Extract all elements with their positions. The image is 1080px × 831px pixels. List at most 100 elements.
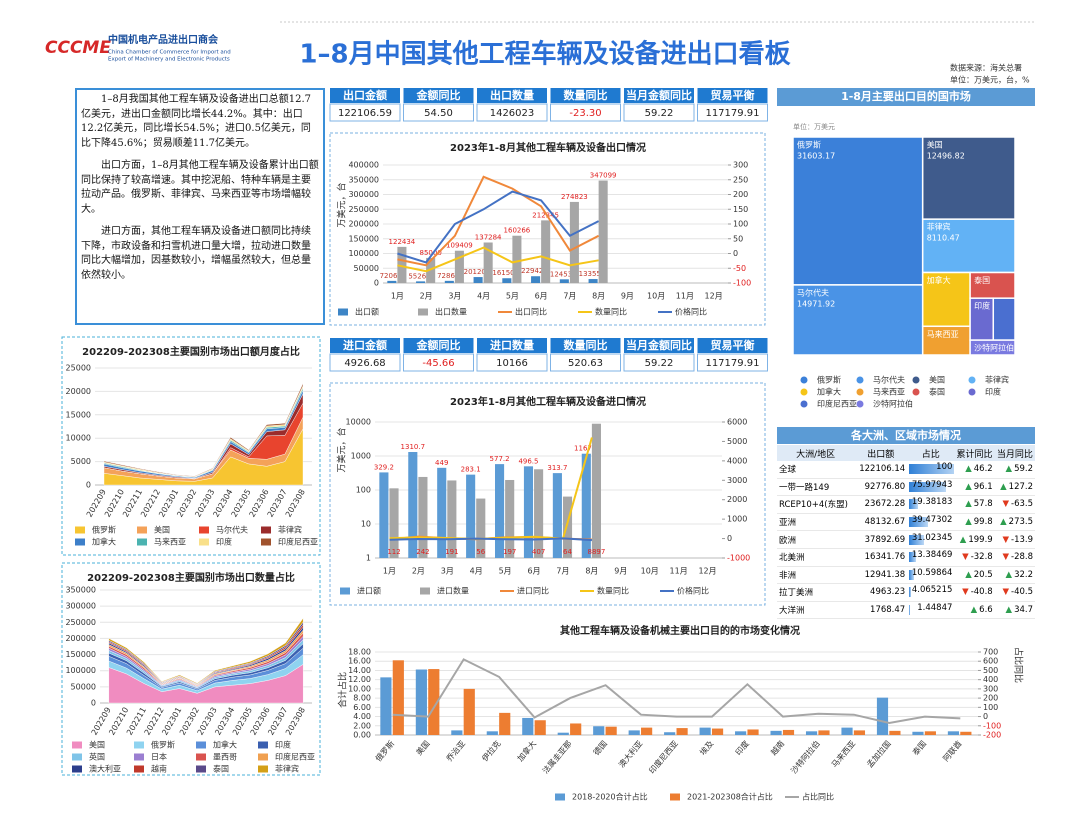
bar — [486, 731, 498, 735]
cell-value: 一带一路149 — [779, 482, 830, 493]
bar — [782, 729, 795, 735]
x-tick-label: 印度尼西亚 — [647, 738, 680, 775]
table-cell: ▲ 199.9 — [954, 530, 995, 549]
table-cell: 37892.69 — [854, 530, 908, 549]
trend-arrow: ▲ — [1005, 605, 1013, 616]
y-tick-label: 0 — [374, 279, 379, 288]
share-bar — [909, 605, 910, 616]
legend-swatch — [261, 538, 271, 546]
bar — [641, 727, 653, 735]
legend-label: 进口数量 — [437, 586, 469, 596]
y-tick-label: 0 — [86, 481, 91, 490]
bar — [397, 246, 407, 283]
data-label: 577.2 — [490, 455, 510, 463]
table-cell: 4963.23 — [854, 583, 908, 602]
legend-label: 泰国 — [213, 764, 229, 774]
cell-value: 4963.23 — [870, 587, 906, 598]
y2-tick-label: 500 — [983, 666, 998, 675]
trend-arrow: ▲ — [1005, 569, 1013, 580]
kpi-label-bg — [330, 338, 400, 353]
bar — [505, 479, 515, 558]
share-bar — [909, 552, 916, 563]
bar — [447, 480, 457, 558]
data-label: 112 — [387, 548, 400, 556]
bar — [598, 180, 608, 283]
table-row: 欧洲 37892.69 31.02345 ▲ 199.9 ▼ -13.9 — [777, 530, 1035, 549]
bar — [593, 726, 605, 735]
x-tick-label: 9月 — [614, 567, 627, 576]
y2-tick-label: 250 — [733, 175, 748, 184]
panel-header — [777, 427, 1035, 444]
kpi-label-bg — [550, 338, 621, 353]
table-cell: ▼ -63.5 — [994, 495, 1035, 514]
cell-value: 57.8 — [973, 499, 993, 510]
trend-arrow: ▲ — [959, 534, 967, 545]
y-tick-label: 50000 — [354, 264, 379, 273]
y2-tick-label: 100 — [733, 220, 748, 229]
data-label: 7206.2 — [380, 272, 405, 280]
table-cell: ▲ 20.5 — [954, 566, 995, 585]
bar — [591, 423, 601, 558]
table-cell: ▲ 96.1 — [954, 478, 995, 497]
legend-swatch — [912, 388, 920, 396]
kpi-label-bg — [697, 338, 768, 353]
table-cell: 92776.80 — [854, 478, 908, 497]
legend-swatch — [418, 308, 428, 316]
kpi-value: -45.66 — [422, 358, 454, 369]
y-tick-label: 150000 — [348, 234, 379, 243]
legend-swatch — [137, 526, 147, 534]
kpi-value-bg — [403, 103, 474, 122]
data-label: 191 — [445, 548, 458, 556]
table-cell: 亚洲 — [777, 513, 855, 532]
bar — [711, 728, 724, 735]
legend-swatch — [968, 376, 976, 384]
cell-value: 全球 — [779, 465, 797, 476]
bar — [416, 281, 426, 283]
legend-label: 数量同比 — [595, 307, 627, 317]
y2-tick-label: 0 — [983, 712, 988, 721]
y2-tick-label: -100 — [983, 721, 1001, 730]
share-value: 39.47302 — [911, 515, 953, 526]
y2-tick-label: -1000 — [727, 554, 750, 563]
kpi-label: 当月金额同比 — [626, 338, 692, 352]
data-label: 197 — [503, 548, 516, 556]
data-label: 16150.3 — [492, 269, 521, 277]
legend-label: 印度 — [275, 740, 291, 750]
data-label: 496.5 — [518, 457, 538, 465]
area — [103, 383, 304, 477]
unit: 单位：万美元，台，% — [950, 75, 1030, 85]
share-bar — [909, 481, 946, 492]
data-label: 329.2 — [374, 463, 394, 471]
legend-label: 价格同比 — [675, 307, 707, 317]
y-tick-label: 300000 — [65, 602, 96, 611]
column-header: 占比 — [907, 445, 955, 461]
trend-arrow: ▲ — [965, 481, 972, 492]
x-tick-label: 3月 — [448, 292, 461, 301]
x-tick-label: 5月 — [506, 292, 519, 301]
bar — [512, 235, 522, 283]
kpi-label-bg — [330, 88, 400, 103]
legend-label: 澳大利亚 — [89, 764, 121, 774]
legend-swatch — [800, 376, 808, 384]
cell-value: 92776.80 — [864, 481, 906, 492]
share-bar — [909, 517, 929, 528]
treemap-cell — [921, 325, 971, 356]
x-tick-label: 1月 — [391, 292, 404, 301]
table-row: 亚洲 48132.67 39.47302 ▲ 99.8 ▲ 273.5 — [777, 513, 1035, 532]
x-tick-label: 1月 — [383, 567, 396, 576]
y-tick-label: 150000 — [65, 650, 96, 659]
legend-swatch — [420, 587, 430, 595]
bar — [534, 720, 546, 735]
legend-swatch — [196, 741, 206, 749]
data-label: 283.1 — [461, 466, 481, 474]
legend-label: 价格同比 — [677, 586, 709, 596]
kpi-value: 59.22 — [645, 108, 674, 119]
bar — [818, 730, 830, 735]
share-cell: 13.38469 — [909, 550, 952, 564]
legend-label: 马来西亚 — [154, 538, 186, 547]
cell-value: 199.9 — [968, 534, 993, 545]
y2-tick-label: 300 — [983, 684, 998, 693]
data-label: 407 — [532, 548, 545, 556]
table-cell: 16341.76 — [854, 548, 908, 567]
kpi-label: 贸易平衡 — [711, 338, 755, 352]
